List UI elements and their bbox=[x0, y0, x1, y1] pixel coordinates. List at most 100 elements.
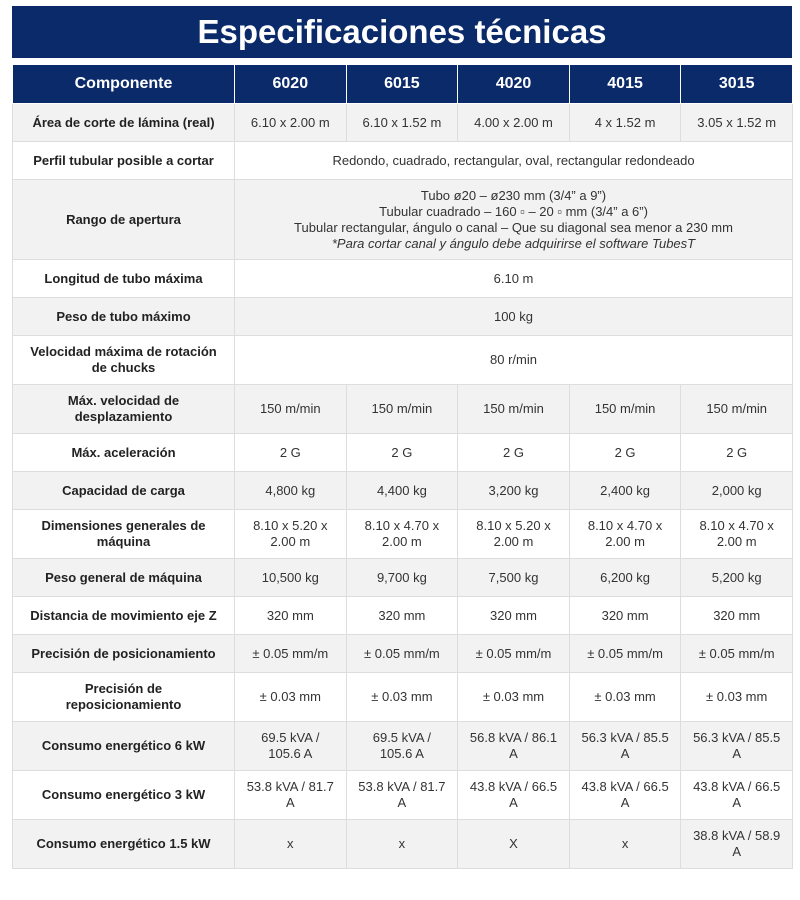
row-label: Capacidad de carga bbox=[12, 471, 235, 510]
table-row: Perfil tubular posible a cortar Redondo, … bbox=[12, 141, 793, 180]
value-cell: 56.8 kVA / 86.1 A bbox=[457, 721, 570, 771]
row-label: Peso general de máquina bbox=[12, 558, 235, 597]
table-row: Consumo energético 3 kW 53.8 kVA / 81.7 A… bbox=[12, 770, 793, 820]
value-cell: 320 mm bbox=[568, 596, 682, 635]
cell-note: *Para cortar canal y ángulo debe adquiri… bbox=[331, 235, 696, 251]
value-cell: 2 G bbox=[234, 433, 347, 472]
value-cell: 2,400 kg bbox=[568, 471, 682, 510]
value-cell: 3.05 x 1.52 m bbox=[680, 103, 793, 142]
cell-line: Tubo ø20 – ø230 mm (3/4” a 9”) bbox=[420, 187, 607, 203]
value-cell: 43.8 kVA / 66.5 A bbox=[568, 770, 682, 820]
row-label: Longitud de tubo máxima bbox=[12, 259, 235, 298]
value-cell: 150 m/min bbox=[345, 384, 459, 434]
table-row: Dimensiones generales de máquina 8.10 x 5… bbox=[12, 509, 793, 559]
table-row: Máx. velocidad de desplazamiento 150 m/mi… bbox=[12, 384, 793, 434]
row-label: Área de corte de lámina (real) bbox=[12, 103, 235, 142]
header-cell: 4015 bbox=[568, 64, 682, 104]
value-cell: 43.8 kVA / 66.5 A bbox=[457, 770, 570, 820]
table-row: Distancia de movimiento eje Z 320 mm 320 m… bbox=[12, 596, 793, 635]
value-cell: ± 0.03 mm bbox=[680, 672, 793, 722]
spec-table: Componente 6020 6015 4020 4015 3015 Área de c… bbox=[12, 64, 793, 869]
value-cell: 56.3 kVA / 85.5 A bbox=[680, 721, 793, 771]
value-cell: 69.5 kVA / 105.6 A bbox=[234, 721, 347, 771]
table-row: Capacidad de carga 4,800 kg 4,400 kg 3,200 … bbox=[12, 471, 793, 510]
value-cell: ± 0.05 mm/m bbox=[568, 634, 682, 673]
value-cell: 2 G bbox=[680, 433, 793, 472]
header-cell: Componente bbox=[12, 64, 235, 104]
table-body: Área de corte de lámina (real) 6.10 x 2.0… bbox=[12, 103, 793, 869]
merged-cell: 80 r/min bbox=[234, 335, 793, 385]
value-cell: ± 0.05 mm/m bbox=[457, 634, 570, 673]
table-row: Longitud de tubo máxima 6.10 m bbox=[12, 259, 793, 298]
value-cell: 8.10 x 5.20 x 2.00 m bbox=[234, 509, 347, 559]
value-cell: 2 G bbox=[457, 433, 570, 472]
value-cell: 5,200 kg bbox=[680, 558, 793, 597]
value-cell: 53.8 kVA / 81.7 A bbox=[234, 770, 347, 820]
header-cell: 4020 bbox=[457, 64, 570, 104]
table-row: Peso de tubo máximo 100 kg bbox=[12, 297, 793, 336]
value-cell: 6.10 x 1.52 m bbox=[345, 103, 459, 142]
value-cell: 320 mm bbox=[457, 596, 570, 635]
table-row: Peso general de máquina 10,500 kg 9,700 kg… bbox=[12, 558, 793, 597]
value-cell: 56.3 kVA / 85.5 A bbox=[568, 721, 682, 771]
header-cell: 6015 bbox=[345, 64, 459, 104]
value-cell: 69.5 kVA / 105.6 A bbox=[345, 721, 459, 771]
value-cell: ± 0.03 mm bbox=[568, 672, 682, 722]
value-cell: 4,800 kg bbox=[234, 471, 347, 510]
value-cell: ± 0.03 mm bbox=[345, 672, 459, 722]
table-row: Consumo energético 6 kW 69.5 kVA / 105.6 … bbox=[12, 721, 793, 771]
value-cell: 320 mm bbox=[234, 596, 347, 635]
value-cell: X bbox=[457, 819, 570, 869]
value-cell: x bbox=[345, 819, 459, 869]
value-cell: 320 mm bbox=[680, 596, 793, 635]
value-cell: ± 0.05 mm/m bbox=[234, 634, 347, 673]
row-label: Consumo energético 6 kW bbox=[12, 721, 235, 771]
row-label: Precisión de reposicionamiento bbox=[12, 672, 235, 722]
value-cell: 150 m/min bbox=[568, 384, 682, 434]
value-cell: 53.8 kVA / 81.7 A bbox=[345, 770, 459, 820]
value-cell: 2 G bbox=[345, 433, 459, 472]
value-cell: 43.8 kVA / 66.5 A bbox=[680, 770, 793, 820]
value-cell: 8.10 x 4.70 x 2.00 m bbox=[568, 509, 682, 559]
value-cell: 150 m/min bbox=[680, 384, 793, 434]
value-cell: 9,700 kg bbox=[345, 558, 459, 597]
title: Especificaciones técnicas bbox=[12, 6, 792, 58]
value-cell: 38.8 kVA / 58.9 A bbox=[680, 819, 793, 869]
row-label: Perfil tubular posible a cortar bbox=[12, 141, 235, 180]
header-cell: 3015 bbox=[680, 64, 793, 104]
value-cell: 6,200 kg bbox=[568, 558, 682, 597]
value-cell: ± 0.05 mm/m bbox=[345, 634, 459, 673]
merged-cell: Tubo ø20 – ø230 mm (3/4” a 9”) Tubular cu… bbox=[234, 179, 793, 260]
value-cell: 4.00 x 2.00 m bbox=[457, 103, 570, 142]
row-label: Dimensiones generales de máquina bbox=[12, 509, 235, 559]
value-cell: 4,400 kg bbox=[345, 471, 459, 510]
row-label: Distancia de movimiento eje Z bbox=[12, 596, 235, 635]
value-cell: 7,500 kg bbox=[457, 558, 570, 597]
value-cell: 2 G bbox=[568, 433, 682, 472]
value-cell: 8.10 x 5.20 x 2.00 m bbox=[457, 509, 570, 559]
value-cell: 150 m/min bbox=[457, 384, 570, 434]
merged-cell: 100 kg bbox=[234, 297, 793, 336]
value-cell: ± 0.05 mm/m bbox=[680, 634, 793, 673]
row-label: Máx. velocidad de desplazamiento bbox=[12, 384, 235, 434]
header-cell: 6020 bbox=[234, 64, 347, 104]
value-cell: 4 x 1.52 m bbox=[568, 103, 682, 142]
value-cell: x bbox=[568, 819, 682, 869]
merged-cell: 6.10 m bbox=[234, 259, 793, 298]
row-label: Peso de tubo máximo bbox=[12, 297, 235, 336]
value-cell: 6.10 x 2.00 m bbox=[234, 103, 347, 142]
table-row: Velocidad máxima de rotación de chucks 80… bbox=[12, 335, 793, 385]
value-cell: 8.10 x 4.70 x 2.00 m bbox=[345, 509, 459, 559]
value-cell: 150 m/min bbox=[234, 384, 347, 434]
value-cell: 320 mm bbox=[345, 596, 459, 635]
row-label: Rango de apertura bbox=[12, 179, 235, 260]
table-row: Precisión de posicionamiento ± 0.05 mm/m ±… bbox=[12, 634, 793, 673]
row-label: Precisión de posicionamiento bbox=[12, 634, 235, 673]
table-row: Área de corte de lámina (real) 6.10 x 2.0… bbox=[12, 103, 793, 142]
value-cell: 10,500 kg bbox=[234, 558, 347, 597]
cell-line: Tubular cuadrado – 160 ▫ – 20 ▫ mm (3/4”… bbox=[379, 203, 648, 219]
row-label: Velocidad máxima de rotación de chucks bbox=[12, 335, 235, 385]
row-label: Máx. aceleración bbox=[12, 433, 235, 472]
